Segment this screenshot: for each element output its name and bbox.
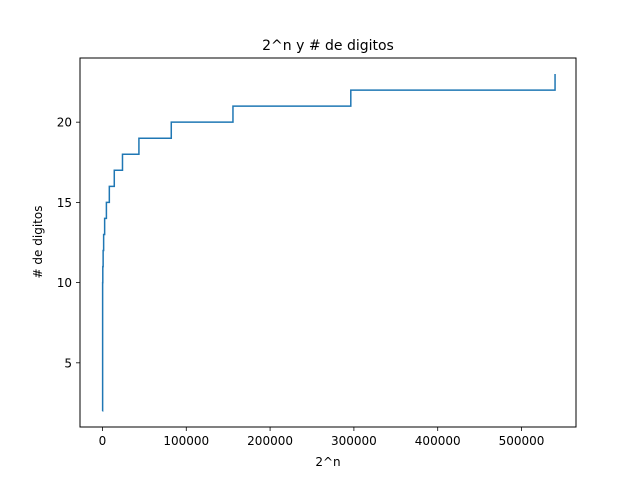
x-axis: 0 100000 200000 300000 400000 500000 bbox=[99, 427, 545, 448]
y-tick-label: 20 bbox=[57, 116, 72, 130]
chart-title: 2^n y # de digitos bbox=[262, 38, 394, 54]
plot-frame bbox=[79, 57, 577, 428]
y-axis-label: # de digitos bbox=[31, 206, 45, 279]
x-tick-label: 300000 bbox=[331, 434, 377, 448]
y-tick-label: 15 bbox=[57, 196, 72, 210]
x-tick-label: 400000 bbox=[415, 434, 461, 448]
y-tick-label: 5 bbox=[64, 356, 72, 370]
series-line-1 bbox=[101, 74, 556, 412]
x-tick-label: 0 bbox=[99, 434, 107, 448]
y-tick-label: 10 bbox=[57, 276, 72, 290]
x-tick-label: 500000 bbox=[499, 434, 545, 448]
plot-area bbox=[101, 74, 556, 412]
y-axis: 5 10 15 20 bbox=[57, 116, 80, 370]
x-tick-label: 100000 bbox=[163, 434, 209, 448]
x-tick-label: 200000 bbox=[247, 434, 293, 448]
x-axis-label: 2^n bbox=[315, 455, 340, 469]
